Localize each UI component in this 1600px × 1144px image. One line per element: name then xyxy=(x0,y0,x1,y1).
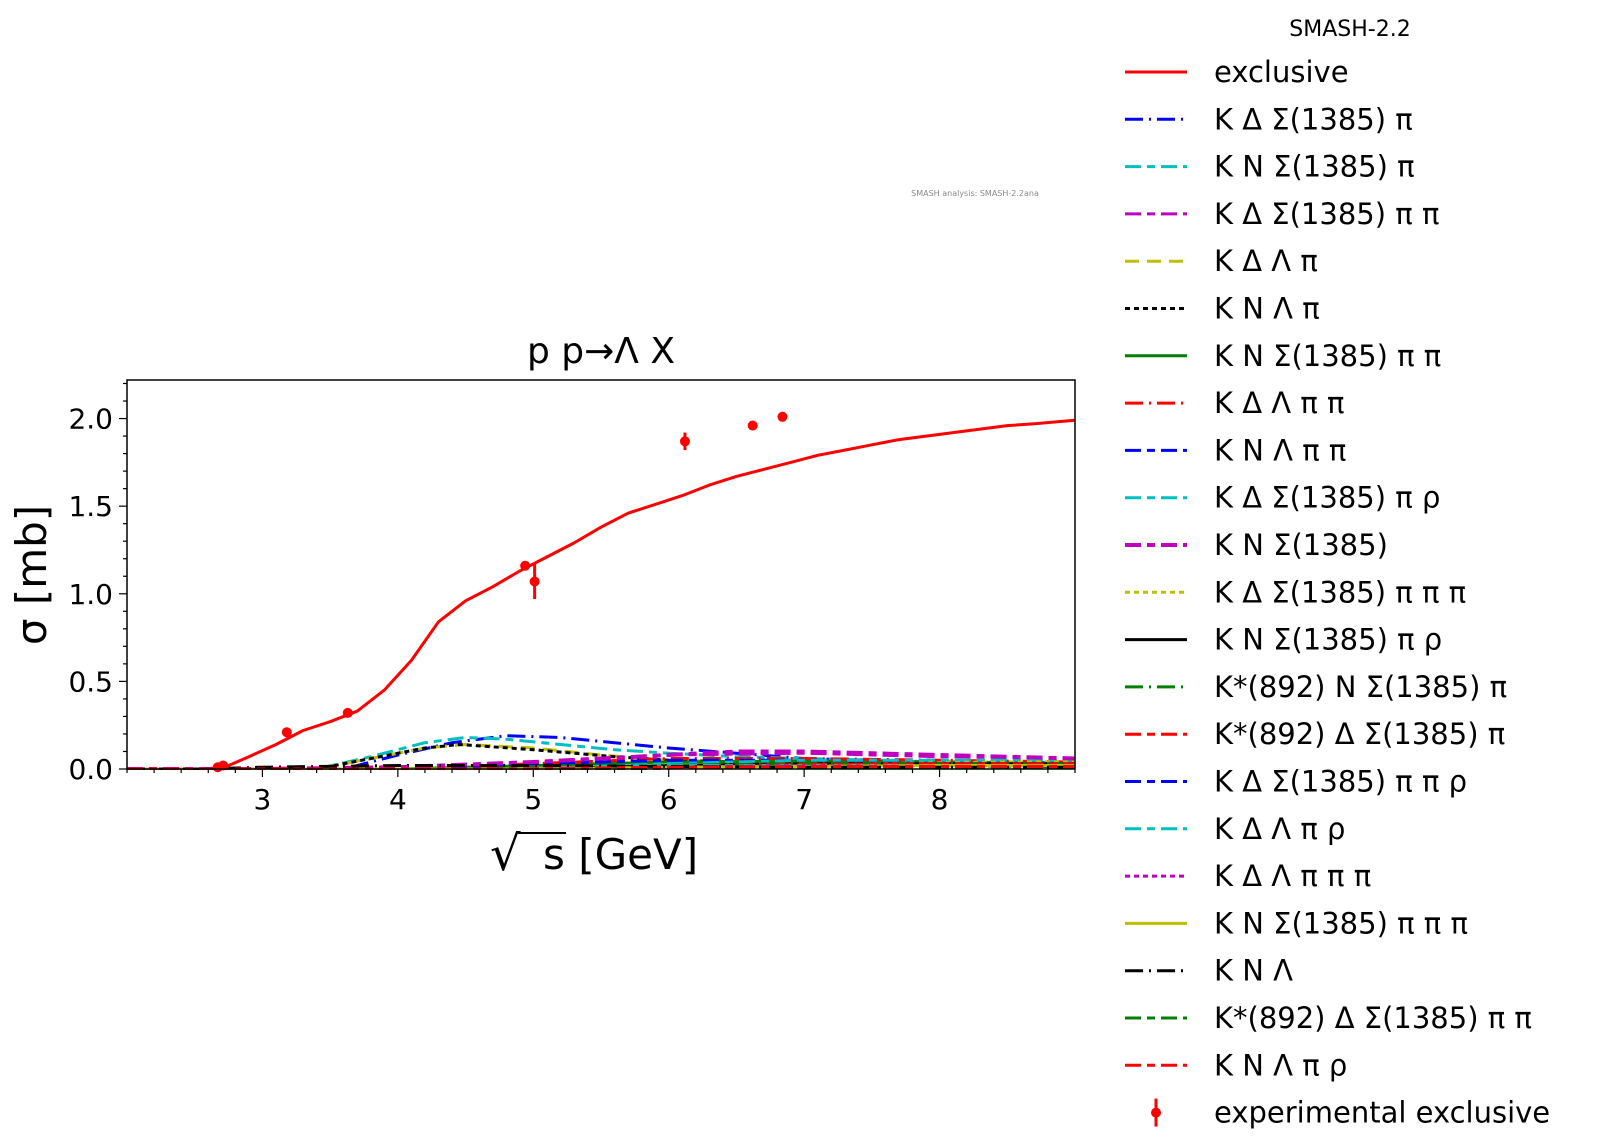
x-tick-label-7: 7 xyxy=(795,783,813,816)
legend-label-17: K Δ Λ π π π xyxy=(1214,859,1371,893)
experimental-point-2 xyxy=(281,727,292,738)
y-tick-label-0: 0.0 xyxy=(68,753,113,786)
legend-label-6: K N Σ(1385) π π xyxy=(1214,339,1441,373)
plot-frame xyxy=(126,379,1076,770)
legend-label-7: K Δ Λ π π xyxy=(1214,386,1345,420)
watermark: SMASH analysis: SMASH-2.2ana xyxy=(911,189,1039,198)
y-tick-label-2: 1.0 xyxy=(68,578,113,611)
legend-label-21: K N Λ π ρ xyxy=(1214,1048,1347,1082)
y-tick-label-1: 0.5 xyxy=(68,665,113,698)
legend-label-4: K Δ Λ π xyxy=(1214,244,1318,278)
x-tick-label-5: 5 xyxy=(524,783,542,816)
x-axis-label: s [GeV] xyxy=(543,830,698,879)
series-line-exclusive-0 xyxy=(127,418,1075,770)
x-axis-label-group: √ s [GeV] xyxy=(490,826,698,882)
legend-label-0: exclusive xyxy=(1214,55,1349,89)
legend-swatch-experimental-point xyxy=(1151,1107,1161,1118)
legend-label-1: K Δ Σ(1385) π xyxy=(1214,102,1413,136)
series-line-k-n-1385-2 xyxy=(127,736,1075,770)
legend-label-10: K N Σ(1385) xyxy=(1214,528,1388,562)
legend-title: SMASH-2.2 xyxy=(1289,17,1410,42)
experimental-point-1 xyxy=(218,760,229,771)
legend-label-15: K Δ Σ(1385) π π ρ xyxy=(1214,765,1467,799)
experimental-point-5 xyxy=(529,576,540,587)
experimental-point-6 xyxy=(679,436,690,447)
legend-label-2: K N Σ(1385) π xyxy=(1214,150,1415,184)
legend-label-11: K Δ Σ(1385) π π π xyxy=(1214,575,1466,609)
x-tick-label-6: 6 xyxy=(660,783,678,816)
experimental-points xyxy=(212,411,788,773)
x-axis: 3 4 5 6 7 8 xyxy=(126,769,1076,816)
legend: exclusive K Δ Σ(1385) π K N Σ(1385) π K Δ Σ… xyxy=(1125,55,1550,1130)
y-tick-label-3: 1.5 xyxy=(68,490,113,523)
legend-label-18: K N Σ(1385) π π π xyxy=(1214,906,1468,940)
experimental-point-4 xyxy=(520,560,531,571)
experimental-point-7 xyxy=(747,420,758,431)
experimental-point-3 xyxy=(342,707,353,718)
experimental-point-8 xyxy=(777,411,788,422)
legend-label-experimental: experimental exclusive xyxy=(1214,1096,1550,1130)
legend-label-12: K N Σ(1385) π ρ xyxy=(1214,623,1442,657)
legend-label-13: K*(892) N Σ(1385) π xyxy=(1214,670,1507,704)
legend-label-9: K Δ Σ(1385) π ρ xyxy=(1214,481,1440,515)
y-axis-label: σ [mb] xyxy=(7,505,56,645)
y-axis: 0.0 0.5 1.0 1.5 2.0 xyxy=(68,382,127,786)
legend-label-14: K*(892) Δ Σ(1385) π xyxy=(1214,717,1505,751)
x-tick-label-3: 3 xyxy=(254,783,272,816)
series-layer xyxy=(127,418,1075,770)
y-tick-label-4: 2.0 xyxy=(68,403,113,436)
legend-label-16: K Δ Λ π ρ xyxy=(1214,812,1345,846)
series-line-k-n-8 xyxy=(127,758,1075,770)
legend-label-8: K N Λ π π xyxy=(1214,433,1346,467)
legend-label-20: K*(892) Δ Σ(1385) π π xyxy=(1214,1001,1532,1035)
x-axis-radical-sign: √ xyxy=(490,826,521,882)
legend-label-3: K Δ Σ(1385) π π xyxy=(1214,197,1439,231)
legend-label-5: K N Λ π xyxy=(1214,292,1320,326)
chart-title: p p→Λ X xyxy=(527,331,675,372)
legend-label-19: K N Λ xyxy=(1214,954,1293,988)
x-tick-label-8: 8 xyxy=(931,783,949,816)
series-line-k-n-5 xyxy=(127,743,1075,770)
x-tick-label-4: 4 xyxy=(389,783,407,816)
